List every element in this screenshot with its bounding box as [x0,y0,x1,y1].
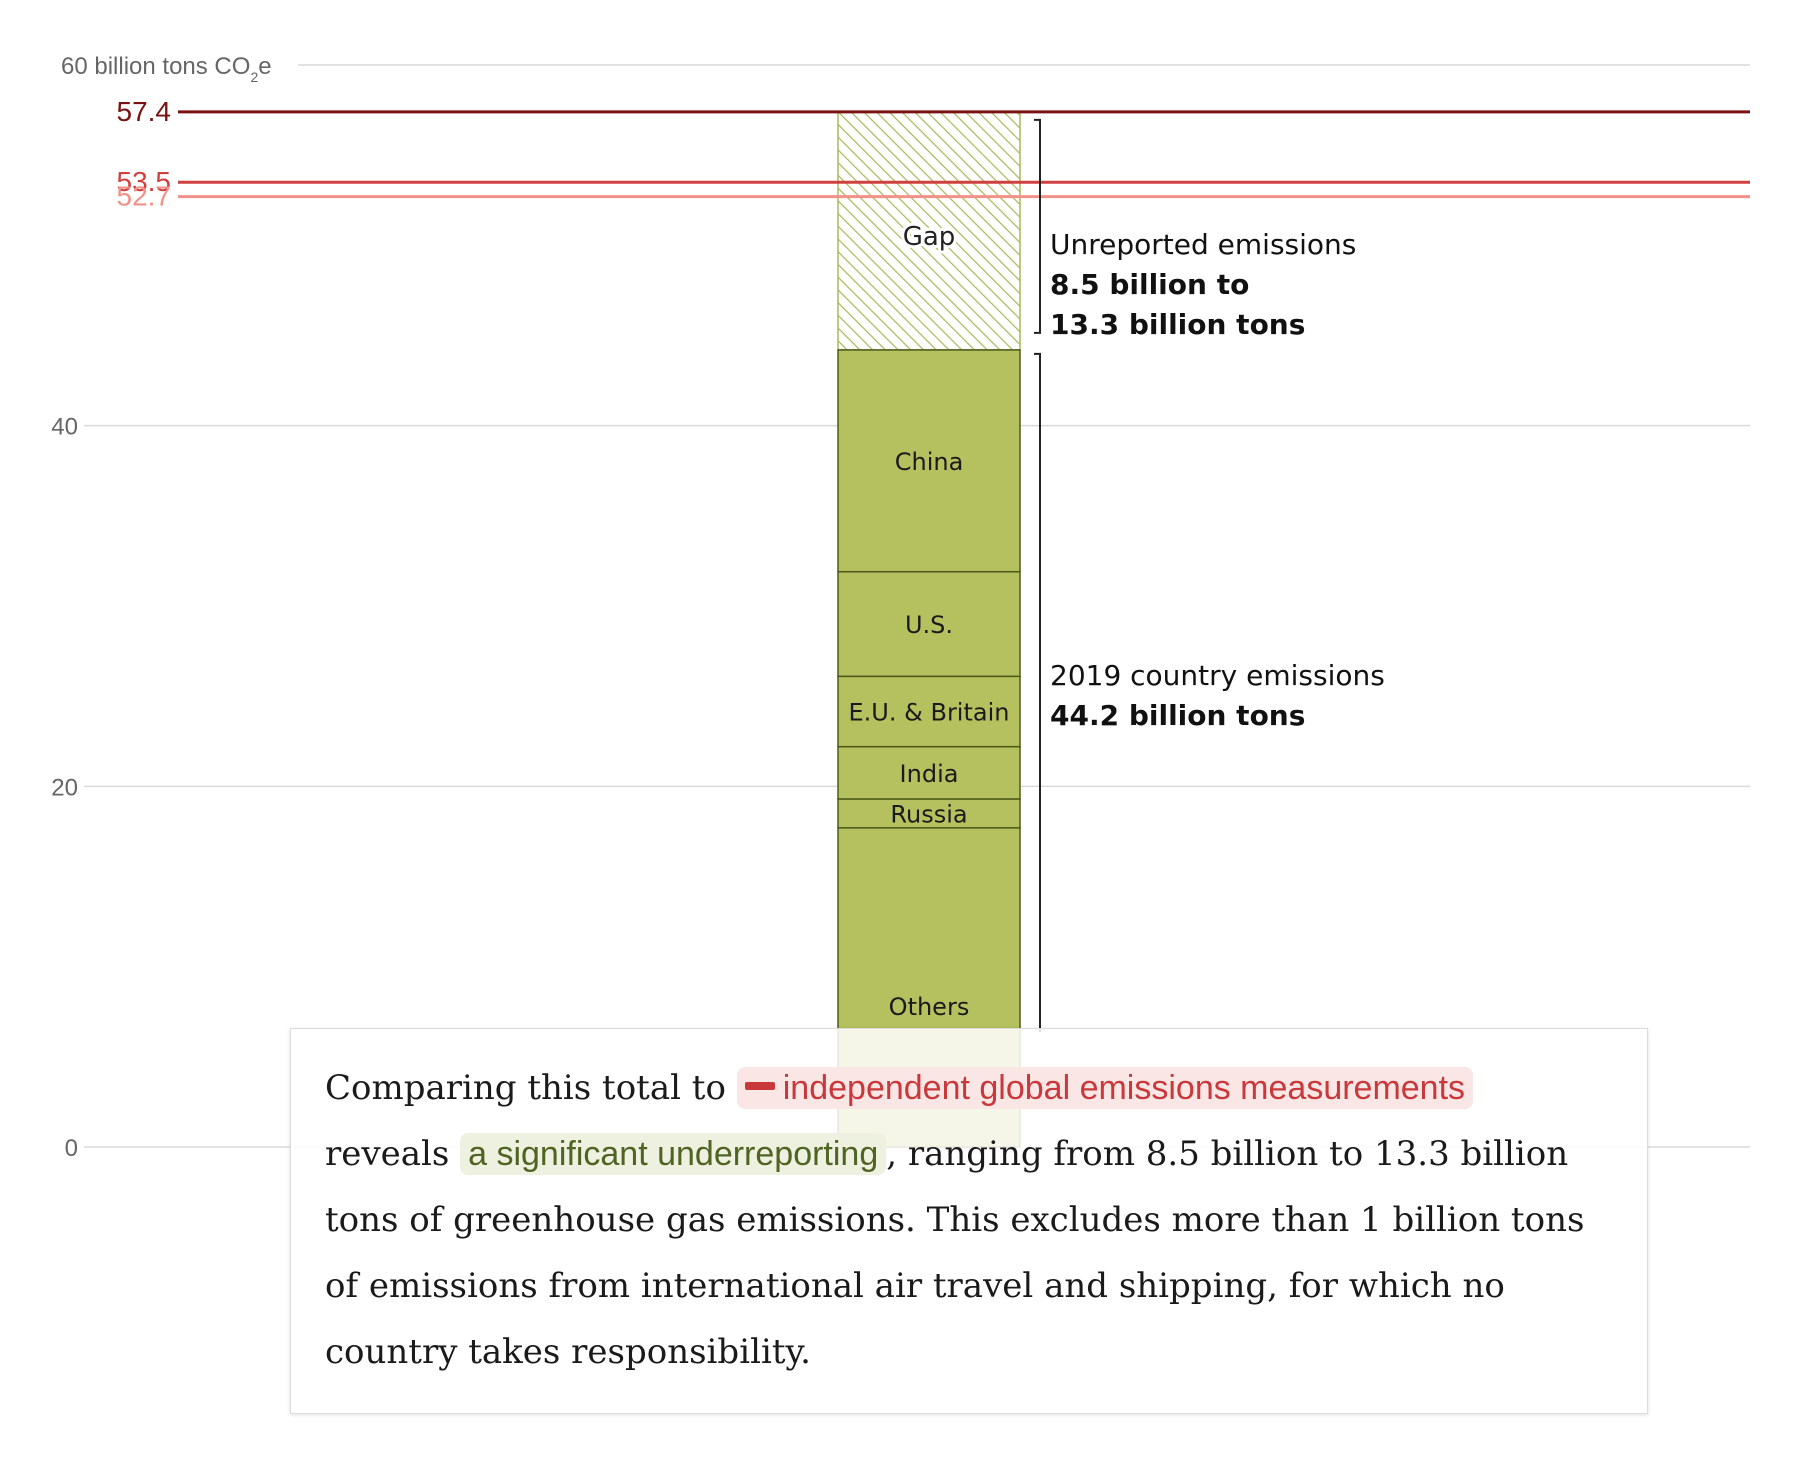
bar-segment-label: Russia [890,800,967,828]
narrative-text: Comparing this total to independent glob… [325,1055,1613,1385]
underreporting-highlight[interactable]: a significant underreporting [460,1133,887,1175]
bar-segment [837,745,1021,800]
y-tick-label: 0 [65,1135,78,1162]
country-annotation-line: 44.2 billion tons [1050,699,1305,732]
narrative-part-1: Comparing this total to [325,1068,737,1108]
country-bracket [1034,352,1041,1032]
narrative-card: Comparing this total to independent glob… [290,1028,1648,1414]
bar-segment-label: India [900,760,959,788]
gap-segment [837,111,1021,351]
reference-line-label: 53.5 [117,166,172,197]
bar-segment [837,675,1021,748]
red-line-swatch-icon [744,1082,775,1091]
bar-segment [837,798,1021,829]
unreported-annotation-line: Unreported emissions [1050,228,1356,261]
country-annotation-line: 2019 country emissions [1050,659,1385,692]
y-tick-label: 40 [51,414,78,441]
measurements-highlight[interactable]: independent global emissions measurement… [736,1067,1474,1109]
bar-segment [837,349,1021,573]
unreported-annotation-line: 8.5 billion to [1050,268,1249,301]
bar-segment-label: E.U. & Britain [849,698,1010,726]
narrative-part-2: reveals [325,1134,461,1174]
reference-line-label: 52.7 [117,181,172,212]
measurements-highlight-label: independent global emissions measurement… [782,1069,1466,1107]
narrative-part-3: , ranging from 8.5 billion to 13.3 billi… [325,1134,1585,1372]
reference-line-label: 57.4 [117,96,172,127]
bar-segment-label: Others [889,993,970,1021]
y-axis-unit-label: 60 billion tons CO2e [61,53,272,85]
bar-segment-label: U.S. [905,611,953,639]
bar-segment-label: China [895,448,964,476]
gap-segment-label: Gap [903,222,956,252]
unreported-annotation-line: 13.3 billion tons [1050,308,1305,341]
unreported-bracket [1034,118,1041,334]
y-tick-label: 20 [51,774,78,801]
